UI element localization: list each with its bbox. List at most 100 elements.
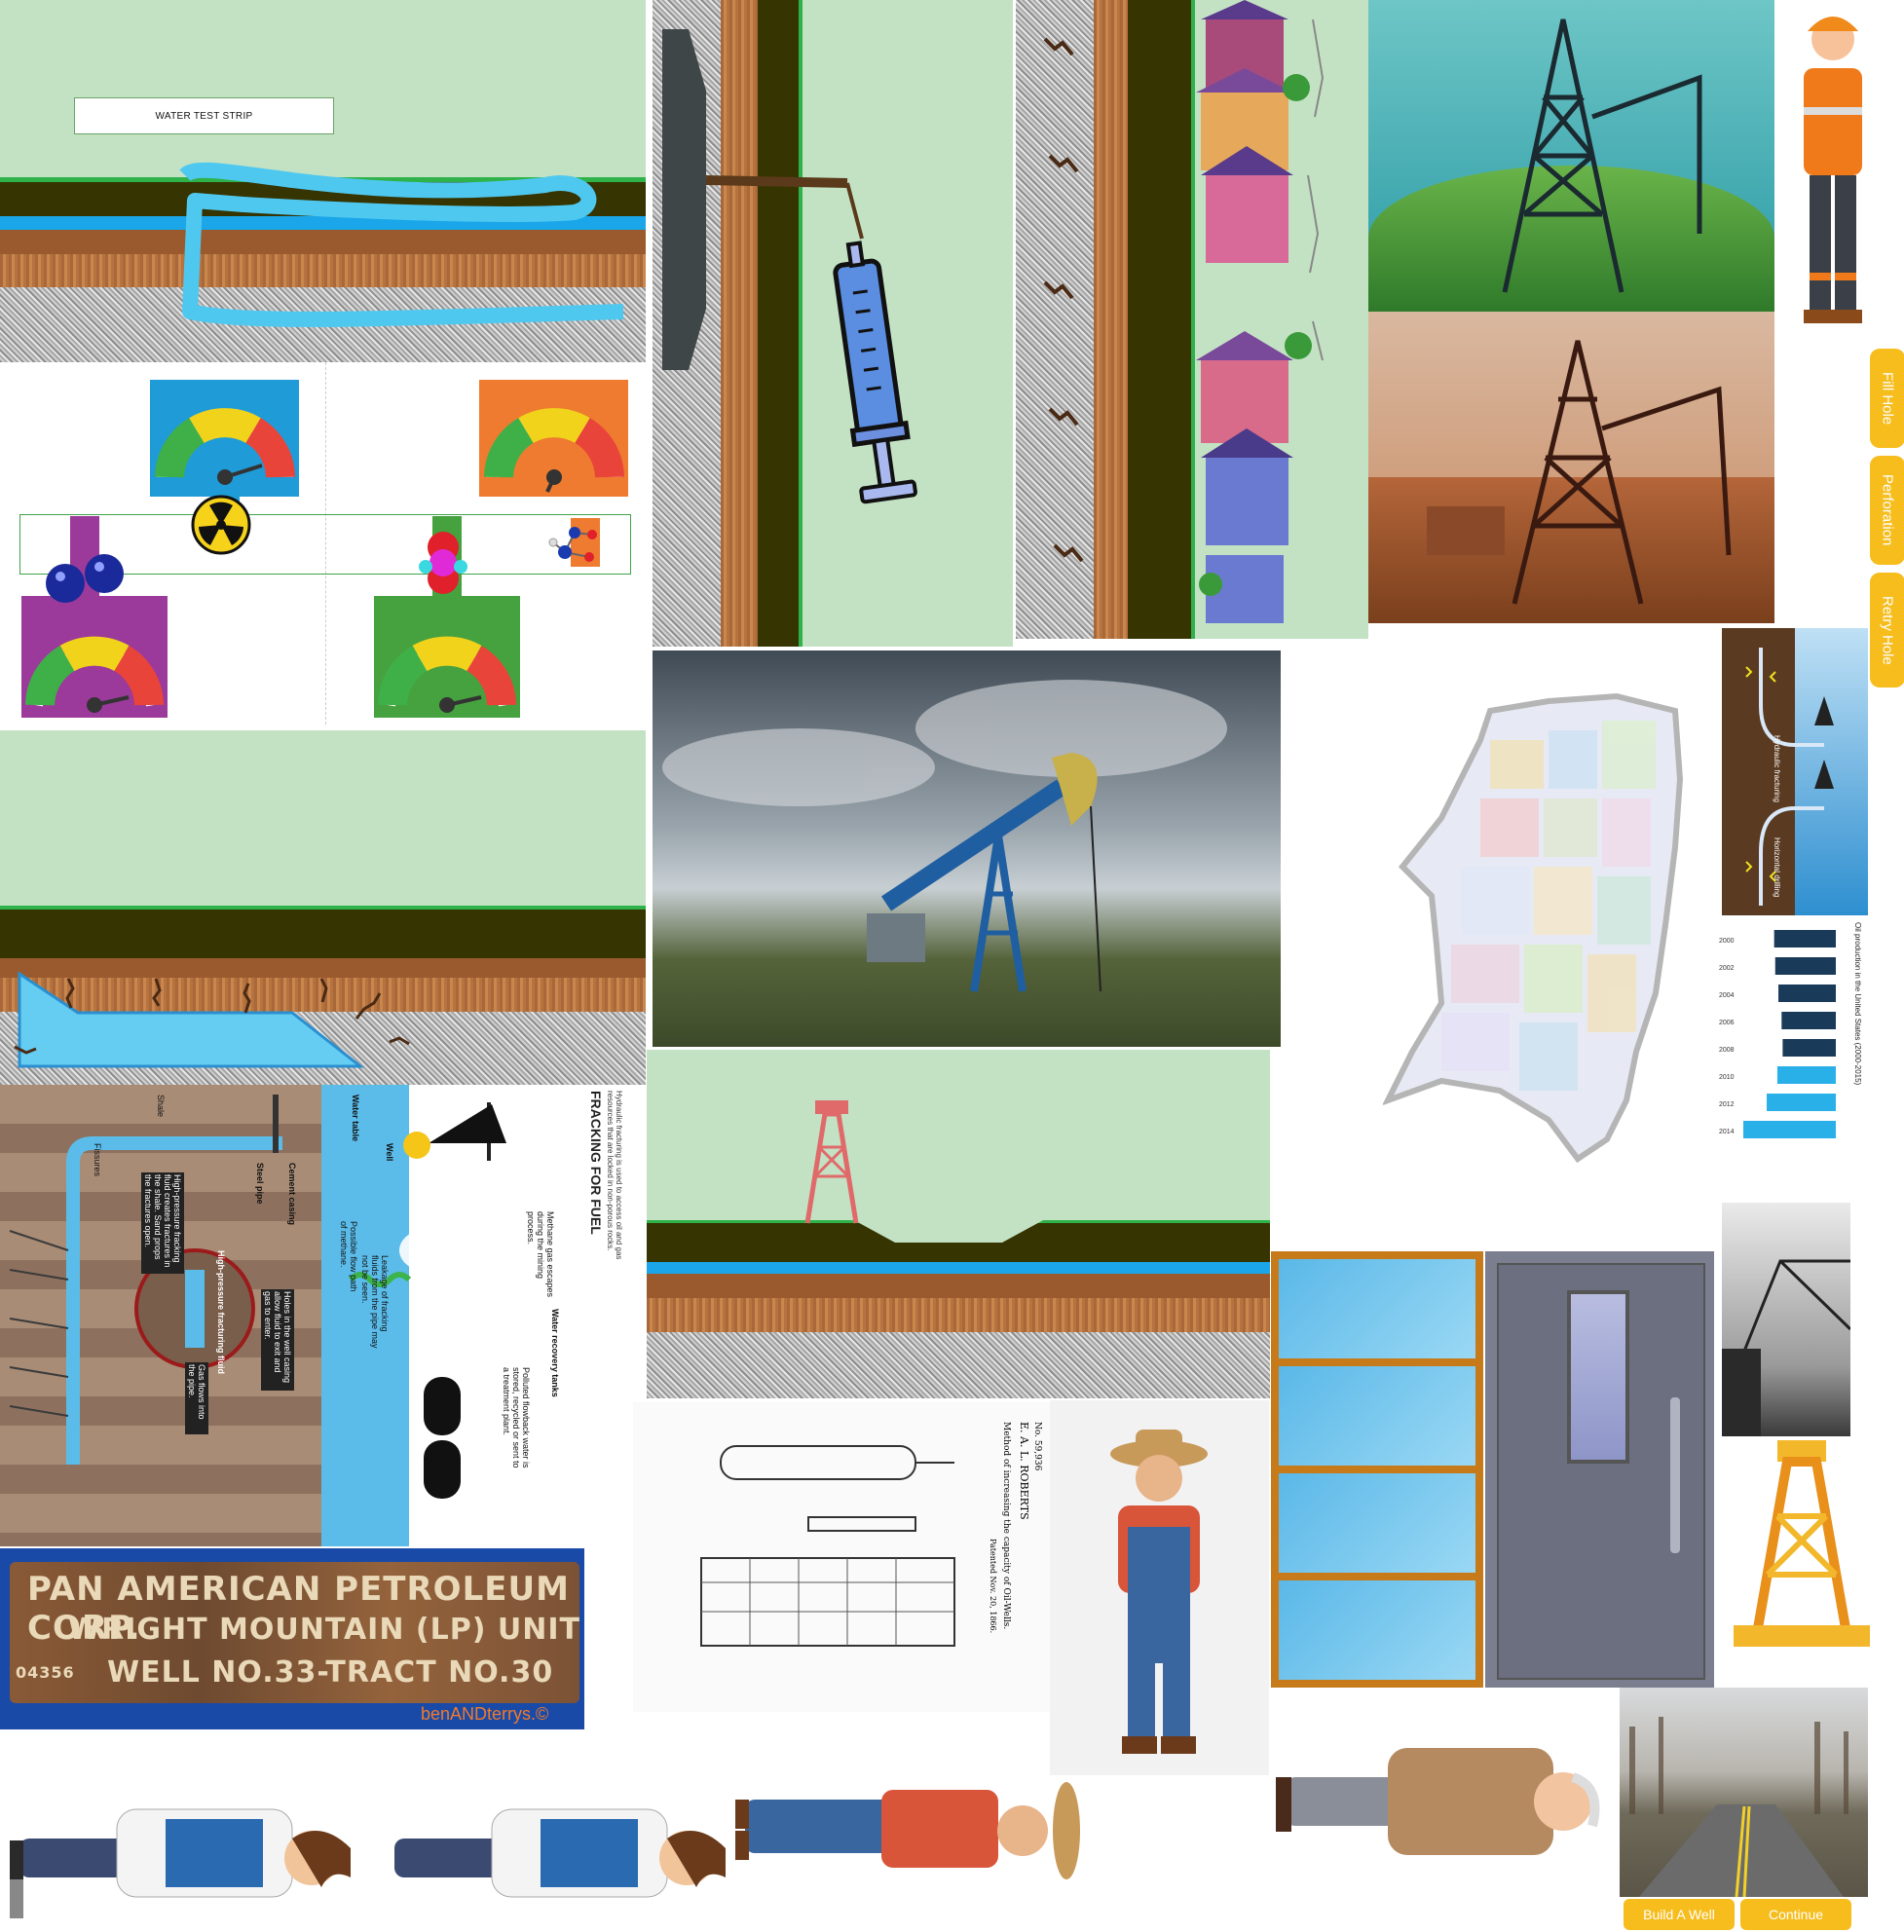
pumpjack-photo (653, 650, 1281, 1047)
diagram-label-fracturing: Hydraulic fracturing (1773, 735, 1781, 802)
chart-bar (1773, 930, 1836, 947)
chart-bar (1774, 957, 1836, 975)
methane-molecule-icon[interactable] (409, 528, 477, 596)
historic-rig-photo (1722, 1203, 1850, 1436)
farmer-character-lying (735, 1741, 1091, 1916)
dirt-layer (0, 230, 646, 254)
houses-drawing (1043, 0, 1325, 623)
gauge-gas (21, 596, 168, 718)
fracturing-fluid-label: High-pressure fracturing fluid (216, 1250, 226, 1375)
pumpjack-icon (662, 680, 1227, 992)
businessman-character (1271, 1690, 1617, 1923)
rig-on-ground-panel (647, 1050, 1270, 1398)
chart-bar (1782, 1039, 1836, 1057)
continue-button[interactable]: Continue (1740, 1899, 1851, 1930)
note-methane-escape: Methane gas escapes during the mining pr… (526, 1211, 555, 1298)
small-fracking-diagram: Hydraulic fracturing Horizontal drilling (1722, 628, 1868, 915)
oil-rig-tower-icon-2 (1427, 340, 1732, 605)
chart-title: Oil production in the United States (200… (1853, 922, 1862, 1086)
sign-line-1: PAN AMERICAN PETROLEUM CORP. (27, 1570, 570, 1648)
diagram-label-drilling: Horizontal drilling (1773, 837, 1781, 898)
note-methane-flow: Possible flow path of methane. (339, 1221, 358, 1292)
well-label: Well (385, 1143, 394, 1162)
scientist-character-2 (375, 1731, 735, 1931)
infographic-intro: Hydraulic fracturing is used to access o… (606, 1091, 623, 1260)
patent-date: Patented Nov. 20, 1866. (989, 1539, 997, 1634)
gauge-radiation (150, 380, 299, 497)
oil-rig-picture-teal (1368, 0, 1774, 312)
chart-bar (1776, 1066, 1836, 1084)
sand-layer (0, 254, 646, 287)
infographic-title: FRACKING FOR FUEL (588, 1091, 604, 1235)
note-casing-holes: Holes in the well casing allow fluid to … (261, 1289, 294, 1391)
oil-rig-picture-orange (1368, 312, 1774, 623)
door-window (1567, 1290, 1629, 1464)
fracking-infographic: FRACKING FOR FUEL Hydraulic fracturing i… (0, 1085, 623, 1546)
perforation-button[interactable]: Perforation (1870, 456, 1904, 565)
houses-panel (1016, 0, 1368, 639)
chart-bar (1743, 1121, 1836, 1138)
note-high-pressure: High-pressure fracking fluid creates fra… (141, 1172, 184, 1274)
chart-bar (1781, 1012, 1836, 1029)
road-photo (1620, 1688, 1868, 1897)
sign-watermark: benANDterrys.© (421, 1704, 549, 1724)
shale-label: Shale (156, 1095, 166, 1118)
drill-tower-icon[interactable] (798, 1098, 866, 1225)
window-tile (1271, 1251, 1483, 1688)
chart-tick-label: 2006 (1719, 1020, 1735, 1026)
gauges-panel (0, 362, 646, 724)
sky-background (0, 0, 646, 179)
door-tile[interactable] (1485, 1251, 1714, 1688)
fill-hole-button[interactable]: Fill Hole (1870, 349, 1904, 448)
us-map-icon (1383, 692, 1684, 1164)
chart-tick-label: 2004 (1719, 992, 1735, 999)
bar-chart: 2000 2002 2004 2006 2008 2010 2012 2014 (1719, 930, 1836, 1138)
chart-bar (1778, 985, 1836, 1002)
fracture-lines (14, 971, 410, 1068)
chart-bar (1767, 1094, 1836, 1111)
build-a-well-button[interactable]: Build A Well (1624, 1899, 1735, 1930)
retry-hole-button[interactable]: Retry Hole (1870, 573, 1904, 687)
chart-tick-label: 2012 (1719, 1101, 1735, 1108)
sign-line-3: WELL NO.33-TRACT NO.30 (107, 1655, 554, 1690)
sign-line-2: WRIGHT MOUNTAIN (LP) UNIT (68, 1613, 580, 1647)
gauge-track (19, 514, 631, 575)
sign-left-code: 04356 (16, 1663, 75, 1682)
underground-reservoir-panel (0, 730, 646, 1085)
water-table-label: Water table (351, 1095, 360, 1142)
pan-american-sign: PAN AMERICAN PETROLEUM CORP. WRIGHT MOUN… (0, 1548, 584, 1729)
note-gas-flows: Gas flows into the pipe. (185, 1362, 208, 1434)
note-flowback: Polluted flowback water is stored, recyc… (502, 1367, 531, 1468)
chart-tick-label: 2000 (1719, 938, 1735, 945)
patent-number: No. 59,936 (1032, 1422, 1042, 1471)
water-test-strip-label[interactable]: WATER TEST STRIP (74, 97, 334, 134)
chart-tick-label: 2008 (1719, 1047, 1735, 1054)
injection-panel (653, 0, 1013, 647)
gas-molecule-icon[interactable] (39, 552, 136, 611)
radiation-icon[interactable] (190, 494, 252, 556)
chart-tick-label: 2014 (1719, 1129, 1735, 1135)
water-test-panel: WATER TEST STRIP (0, 0, 646, 362)
gauge-methane (374, 596, 520, 718)
chemical-molecule-icon[interactable] (545, 513, 604, 572)
water-contamination-path (179, 162, 624, 327)
oil-rig-tower-icon (1502, 19, 1702, 293)
worker-character (1774, 0, 1891, 331)
cement-casing-label: Cement casing (287, 1163, 297, 1226)
farmer-character (1050, 1400, 1269, 1775)
oil-production-chart: Oil production in the United States (200… (1719, 920, 1870, 1193)
chart-tick-label: 2010 (1719, 1074, 1735, 1081)
gauge-chemical (479, 380, 628, 497)
syringe-icon[interactable] (653, 0, 1013, 647)
scientist-character-1 (0, 1731, 375, 1931)
note-leakage: Leakage of fracking fluids from the pipe… (360, 1255, 390, 1349)
fissures-label: Fissures (93, 1143, 102, 1177)
chart-tick-label: 2002 (1719, 965, 1735, 972)
patent-drawing: E. A. L. ROBERTS Method of increasing th… (633, 1402, 1052, 1712)
steel-pipe-label: Steel pipe (255, 1163, 265, 1205)
patent-title: E. A. L. ROBERTS (1018, 1422, 1030, 1520)
state-map (1383, 682, 1695, 1169)
wooden-rig-icon[interactable] (1714, 1438, 1889, 1653)
door-handle-icon[interactable] (1670, 1397, 1680, 1553)
fracking-diagram-drawing (9, 1095, 516, 1499)
